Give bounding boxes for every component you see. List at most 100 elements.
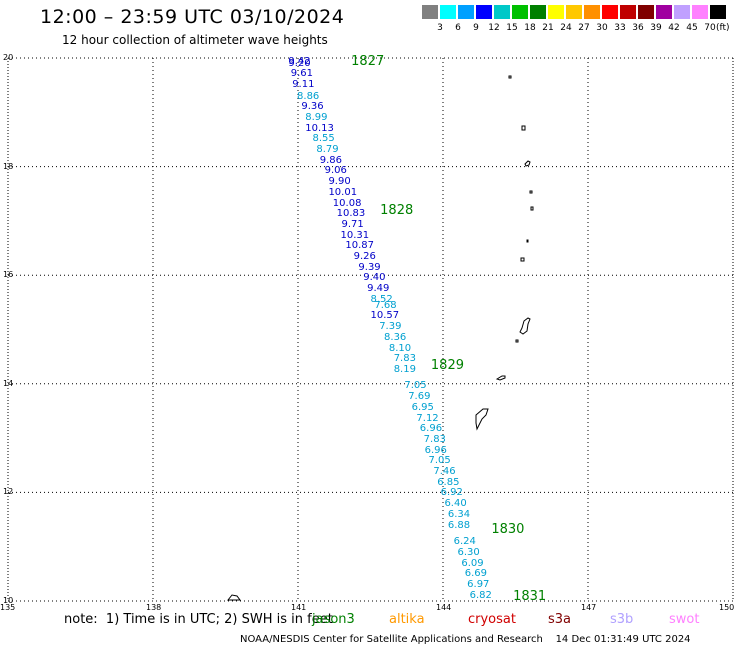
wave-height-value: 6.88: [447, 520, 471, 532]
chart-title: 12:00 – 23:59 UTC 03/10/2024: [40, 6, 345, 28]
legend-swatch: [674, 5, 690, 19]
island-outline: [495, 375, 506, 381]
island-outline: [519, 317, 531, 335]
wave-height-value: 6.40: [444, 498, 467, 510]
x-tick-label: 150: [719, 603, 735, 612]
x-tick-label: 135: [0, 603, 16, 612]
wave-height-value: 7.12: [416, 412, 439, 424]
island-outline: [508, 75, 512, 79]
wave-height-value: 9.39: [358, 261, 381, 273]
wave-height-value: 7.05: [428, 455, 451, 467]
island-outline: [520, 257, 525, 262]
legend-swatch: [476, 5, 492, 19]
wave-height-value: 8.52: [370, 294, 393, 306]
island-outline: [529, 190, 533, 194]
legend-swatch: [602, 5, 618, 19]
island-outline: [475, 408, 489, 431]
wave-height-value: 6.69: [464, 568, 488, 580]
wave-height-value: 7.39: [379, 321, 402, 333]
legend-swatch: [422, 5, 438, 19]
wave-height-value: 9.40: [363, 272, 386, 284]
y-tick-label: 18: [3, 161, 14, 171]
wave-height-value: 9.36: [301, 101, 324, 113]
wave-height-value: 9.06: [324, 165, 347, 177]
wave-height-value: 7.05: [404, 379, 427, 391]
satellite-label: altika: [389, 612, 425, 627]
wave-height-value: 9.20: [288, 57, 311, 69]
wave-height-value: 6.30: [457, 546, 480, 558]
wave-height-value: 10.13: [305, 122, 334, 134]
y-tick-label: 10: [3, 596, 14, 605]
wave-height-value: 9.42: [288, 55, 311, 67]
island-outline: [521, 125, 526, 131]
wave-height-value: 6.96: [424, 444, 447, 456]
satellite-label: cryosat: [468, 612, 516, 627]
y-tick-label: 12: [3, 487, 14, 497]
wave-height-value: 9.61: [290, 68, 314, 80]
legend-swatch: [566, 5, 582, 19]
pass-id-label: 1828: [380, 203, 414, 219]
legend-swatch: [494, 5, 510, 19]
wave-height-value: 9.86: [319, 155, 343, 167]
wave-height-value: 6.97: [467, 578, 490, 590]
wave-height-value: 10.57: [370, 310, 400, 322]
wave-height-value: 6.24: [453, 535, 476, 547]
legend-label: 15: [506, 23, 518, 33]
legend-swatch: [656, 5, 672, 19]
wave-height-value: 9.71: [341, 218, 364, 230]
legend-unit: (ft): [716, 23, 730, 33]
legend-label: 45: [686, 23, 698, 33]
wave-height-value: 8.99: [305, 111, 328, 123]
wave-height-value: 10.83: [336, 208, 366, 220]
legend-label: 18: [524, 23, 536, 33]
wave-height-value: 9.26: [353, 250, 376, 262]
grid-lines: [7, 57, 734, 602]
wave-height-value: 10.87: [345, 240, 374, 252]
legend-label: 21: [542, 23, 554, 33]
legend-label: 39: [650, 23, 662, 33]
legend-label: 6: [455, 23, 461, 33]
legend-label: 30: [596, 23, 608, 33]
y-tick-label: 14: [3, 378, 14, 388]
wave-height-value: 7.83: [393, 353, 416, 365]
pass-id-label: 1830: [491, 522, 525, 538]
wave-height-value: 8.55: [312, 133, 335, 145]
wave-height-value: 10.31: [340, 229, 370, 241]
x-tick-label: 138: [146, 603, 162, 612]
wave-height-value: 6.34: [447, 509, 471, 521]
wave-height-value: 10.01: [328, 187, 358, 199]
chart-subtitle: 12 hour collection of altimeter wave hei…: [62, 33, 328, 47]
legend-swatch: [638, 5, 654, 19]
wave-height-value: 8.10: [388, 343, 412, 355]
wave-height-value: 6.92: [440, 487, 463, 499]
legend-swatch: [458, 5, 474, 19]
legend-swatch: [620, 5, 636, 19]
wave-height-value: 6.85: [437, 476, 460, 488]
wave-height-value: 6.96: [419, 422, 443, 434]
island-outline: [530, 206, 534, 211]
wave-height-value: 9.11: [292, 79, 315, 91]
satellite-label: s3a: [548, 612, 572, 627]
wave-height-value: 10.08: [332, 198, 362, 210]
legend-swatch: [692, 5, 708, 19]
island-outline: [226, 594, 241, 601]
legend-swatch: [710, 5, 726, 19]
island-outline: [524, 160, 531, 167]
satellite-label: swot: [669, 612, 700, 627]
pass-id-label: 1831: [513, 588, 547, 604]
x-tick-label: 141: [291, 603, 307, 612]
wave-height-value: 7.68: [374, 299, 397, 311]
wave-height-value: 6.82: [469, 590, 492, 602]
pass-id-label: 1827: [351, 53, 385, 69]
legend-label: 9: [473, 23, 479, 33]
legend-swatch: [512, 5, 528, 19]
island-outlines: [226, 75, 534, 601]
legend-swatch: [548, 5, 564, 19]
legend-swatch: [530, 5, 546, 19]
island-outline: [526, 239, 529, 243]
wave-height-value: 6.95: [411, 401, 434, 413]
y-tick-label: 20: [3, 53, 14, 62]
wave-height-value: 8.86: [297, 90, 320, 102]
satellite-label: s3b: [610, 612, 634, 627]
